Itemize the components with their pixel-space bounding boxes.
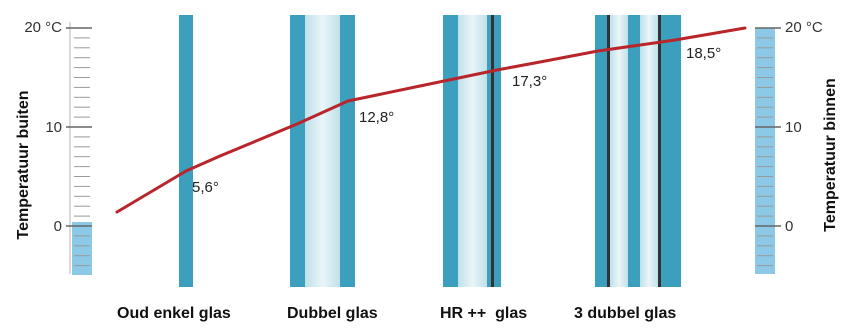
glass-double	[290, 15, 355, 287]
glass-hr-plus-plus	[443, 15, 501, 287]
left-tick-10: 10	[45, 119, 62, 136]
right-thermometer-fill	[755, 28, 775, 274]
right-tick-0: 0	[785, 218, 793, 235]
temp-label-double: 12,8°	[359, 109, 394, 126]
glass-pane	[290, 15, 305, 287]
left-axis-title: Temperatuur buiten	[15, 90, 32, 239]
glass-pane	[595, 15, 607, 287]
label-hr-glass: HR ++ glas	[440, 305, 527, 322]
temp-label-hr: 17,3°	[512, 73, 547, 90]
glass-single	[179, 15, 193, 287]
temperature-curve	[115, 26, 747, 214]
left-tick-0: 0	[54, 218, 62, 235]
temp-label-single: 5,6°	[192, 179, 219, 196]
right-tick-10: 10	[785, 119, 802, 136]
right-thermometer	[755, 27, 781, 274]
label-single-glass: Oud enkel glas	[117, 305, 231, 322]
right-tick-20: 20 °C	[785, 19, 823, 36]
temp-label-triple: 18,5°	[686, 45, 721, 62]
left-ticks	[66, 27, 92, 267]
coating-layer	[607, 15, 610, 287]
label-triple-glass: 3 dubbel glas	[574, 305, 676, 322]
glass-cavity	[610, 15, 628, 287]
glass-cavity	[305, 15, 340, 287]
glass-pane	[179, 15, 193, 287]
glass-pane	[487, 15, 492, 287]
right-axis-title: Temperatuur binnen	[822, 78, 839, 232]
glass-cavity	[640, 15, 658, 287]
glass-cavity	[458, 15, 487, 287]
glass-triple	[595, 15, 681, 287]
label-double-glass: Dubbel glas	[287, 305, 378, 322]
glass-pane	[443, 15, 458, 287]
right-ticks	[755, 27, 781, 267]
glass-pane	[494, 15, 501, 287]
glass-pane	[340, 15, 355, 287]
left-tick-20: 20 °C	[24, 19, 62, 36]
glass-pane	[628, 15, 640, 287]
coating-layer	[491, 15, 494, 287]
left-thermometer	[66, 22, 92, 275]
coating-layer	[658, 15, 661, 287]
glass-pane	[661, 15, 681, 287]
left-thermometer-fill	[72, 222, 92, 275]
